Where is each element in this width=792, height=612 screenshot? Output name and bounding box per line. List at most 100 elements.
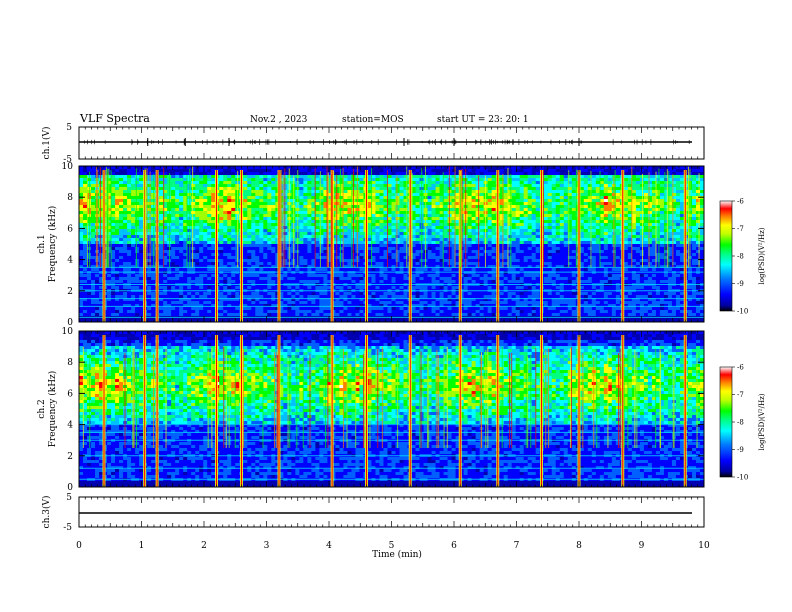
spectrogram-cell — [223, 223, 228, 227]
spectrogram-cell — [395, 241, 400, 245]
spectrogram-cell — [223, 313, 228, 317]
spectrogram-cell — [227, 256, 232, 260]
spectrogram-cell — [231, 265, 236, 269]
spectrogram-cell — [259, 307, 264, 311]
spectrogram-cell — [399, 202, 404, 206]
spectrogram-cell — [379, 292, 384, 296]
spectrogram-cell — [183, 178, 188, 182]
spectrogram-cell — [435, 217, 440, 221]
spectrogram-cell — [307, 280, 312, 284]
spectrogram-cell — [211, 196, 216, 200]
spectrogram-cell — [163, 274, 168, 278]
spectrogram-cell — [263, 280, 268, 284]
spectrogram-cell — [443, 259, 448, 263]
spectrogram-cell — [371, 196, 376, 200]
spectrogram-cell — [251, 214, 256, 218]
spectrogram-cell — [235, 292, 240, 296]
spectrogram-cell — [123, 202, 128, 206]
spectrogram-cell — [431, 199, 436, 203]
spectrogram-cell — [395, 223, 400, 227]
spectrogram-cell — [187, 310, 192, 314]
spectrogram-cell — [211, 181, 216, 185]
spectrogram-cell — [171, 319, 176, 323]
spectrogram-cell — [199, 184, 204, 188]
spectrogram-cell — [139, 220, 144, 224]
spectrogram-cell — [359, 217, 364, 221]
spectrogram-cell — [207, 211, 212, 215]
spectrogram-cell — [223, 166, 228, 170]
spectrogram-cell — [191, 304, 196, 308]
spectrogram-cell — [243, 181, 248, 185]
spectrogram-cell — [123, 277, 128, 281]
spectrogram-cell — [395, 310, 400, 314]
spectrogram-cell — [147, 247, 152, 251]
spectrogram-cell — [315, 214, 320, 218]
spectrogram-cell — [259, 193, 264, 197]
spectrogram-cell — [123, 178, 128, 182]
spectrogram-cell — [91, 217, 96, 221]
spectrogram-cell — [379, 190, 384, 194]
spectrogram-cell — [243, 199, 248, 203]
spectrogram-cell — [399, 235, 404, 239]
spectrogram-cell — [183, 229, 188, 233]
spectrogram-cell — [119, 253, 124, 257]
spectrogram-cell — [179, 184, 184, 188]
spectrogram-cell — [415, 181, 420, 185]
spectrogram-cell — [139, 262, 144, 266]
spectrogram-cell — [139, 277, 144, 281]
spectrogram-cell — [343, 274, 348, 278]
spectrogram-cell — [263, 172, 268, 176]
spectrogram-cell — [347, 187, 352, 191]
spectrogram-cell — [131, 175, 136, 179]
spectrogram-cell — [415, 247, 420, 251]
spectrogram-cell — [179, 310, 184, 314]
spectrogram-cell — [267, 298, 272, 302]
spectrogram-cell — [255, 268, 260, 272]
spectrogram-cell — [115, 238, 120, 242]
spectrogram-cell — [135, 247, 140, 251]
spectrogram-cell — [443, 232, 448, 236]
spectrogram-cell — [251, 280, 256, 284]
spectrogram-cell — [299, 268, 304, 272]
spectrogram-cell — [83, 175, 88, 179]
spectrogram-cell — [355, 301, 360, 305]
spectrogram-cell — [119, 199, 124, 203]
spectrogram-cell — [119, 286, 124, 290]
spectrogram-cell — [335, 238, 340, 242]
spectrogram-cell — [91, 241, 96, 245]
spectrogram-cell — [263, 181, 268, 185]
spectrogram-cell — [411, 169, 416, 173]
spectrogram-cell — [123, 319, 128, 323]
spectrogram-cell — [119, 235, 124, 239]
spectrogram-cell — [255, 214, 260, 218]
spectrogram-cell — [263, 256, 268, 260]
spectrogram-cell — [79, 166, 84, 170]
spectrogram-cell — [375, 217, 380, 221]
spectrogram-cell — [79, 292, 84, 296]
spectrogram-cell — [343, 202, 348, 206]
spectrogram-cell — [151, 184, 156, 188]
spectrogram-cell — [275, 172, 280, 176]
spectrogram-cell — [159, 172, 164, 176]
spectrogram-cell — [275, 211, 280, 215]
spectrogram-cell — [139, 187, 144, 191]
spectrogram-cell — [111, 238, 116, 242]
spectrogram-cell — [227, 202, 232, 206]
spectrogram-cell — [219, 310, 224, 314]
spectrogram-cell — [199, 238, 204, 242]
spectrogram-cell — [279, 301, 284, 305]
spectrogram-cell — [135, 277, 140, 281]
spectrogram-cell — [387, 244, 392, 248]
spectrogram-cell — [279, 268, 284, 272]
spectrogram-cell — [355, 286, 360, 290]
spectrogram-cell — [427, 277, 432, 281]
spectrogram-cell — [303, 217, 308, 221]
spectrogram-cell — [231, 310, 236, 314]
spectrogram-cell — [403, 295, 408, 299]
spectrogram-cell — [387, 256, 392, 260]
spectrogram-cell — [251, 247, 256, 251]
spectrogram-cell — [175, 292, 180, 296]
spectrogram-cell — [259, 205, 264, 209]
spectrogram-cell — [163, 217, 168, 221]
spectrogram-cell — [127, 268, 132, 272]
